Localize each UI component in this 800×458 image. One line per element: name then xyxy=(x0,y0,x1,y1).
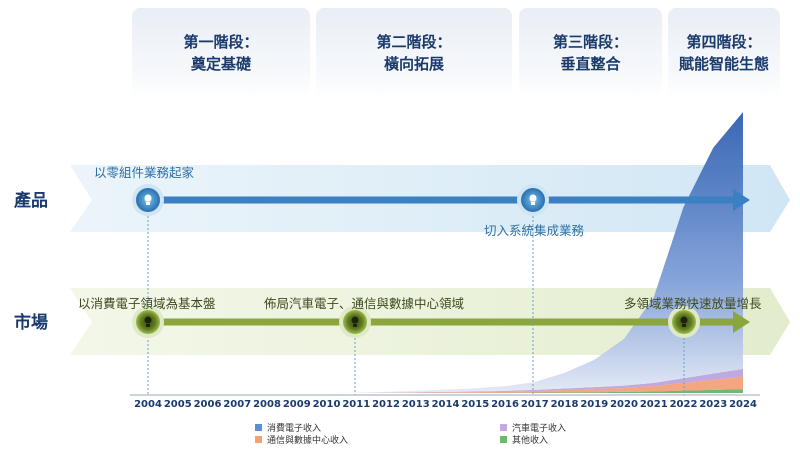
row-label-product: 產品 xyxy=(14,191,48,211)
stage-2-title: 第二階段： xyxy=(376,33,452,51)
area-series-3 xyxy=(148,112,743,393)
market-arrowhead xyxy=(733,311,750,333)
legend-swatch-auto xyxy=(500,424,507,431)
annotation-market-2011: 佈局汽車電子、通信與數據中心領域 xyxy=(264,296,465,311)
product-arrowhead xyxy=(733,189,750,211)
x-tick-label-2011: 2011 xyxy=(342,399,371,410)
revenue-area-chart xyxy=(148,112,743,393)
lightbulb-icon xyxy=(339,306,371,338)
x-tick-label-2017: 2017 xyxy=(520,399,549,410)
legend-label-consumer: 消費電子收入 xyxy=(267,424,322,434)
x-tick-label-2020: 2020 xyxy=(610,399,638,410)
legend-swatch-telecom xyxy=(255,436,262,443)
stage-3-title: 第三階段： xyxy=(552,33,628,51)
lightbulb-icon xyxy=(517,184,549,216)
legend-item-consumer: 消費電子收入 xyxy=(255,421,321,434)
x-tick-label-2008: 2008 xyxy=(253,399,281,410)
stage-4-header: 第四階段： 賦能智能生態 xyxy=(668,8,780,98)
legend-label-other: 其他收入 xyxy=(512,436,549,446)
stage-1-subtitle: 奠定基礎 xyxy=(190,55,251,73)
x-tick-label-2010: 2010 xyxy=(312,399,341,410)
stage-2-header: 第二階段： 橫向拓展 xyxy=(316,8,512,98)
x-tick-label-2009: 2009 xyxy=(282,399,311,410)
stage-4-title: 第四階段： xyxy=(686,33,762,51)
legend-item-other: 其他收入 xyxy=(500,433,548,446)
stage-3-subtitle: 垂直整合 xyxy=(560,55,621,73)
x-tick-label-2006: 2006 xyxy=(193,399,222,410)
x-tick-label-2019: 2019 xyxy=(580,399,609,410)
annotation-product-2004: 以零組件業務起家 xyxy=(94,165,195,180)
x-tick-label-2018: 2018 xyxy=(550,399,579,410)
annotation-market-2022: 多領域業務快速放量增長 xyxy=(624,296,762,311)
lightbulb-icon xyxy=(668,306,700,338)
stage-4-subtitle: 賦能智能生態 xyxy=(678,55,769,73)
annotation-market-2004: 以消費電子領域為基本盤 xyxy=(78,296,216,311)
x-tick-label-2013: 2013 xyxy=(401,399,430,410)
x-tick-label-2012: 2012 xyxy=(372,399,400,410)
row-label-market: 市場 xyxy=(14,313,48,333)
area-series-0 xyxy=(148,389,743,393)
x-tick-label-2016: 2016 xyxy=(491,399,519,410)
legend-swatch-consumer xyxy=(255,424,262,431)
stage-1-header: 第一階段： 奠定基礎 xyxy=(132,8,310,98)
x-tick-label-2014: 2014 xyxy=(431,399,460,410)
legend-swatch-other xyxy=(500,436,507,443)
lightbulb-icon xyxy=(132,184,164,216)
legend-item-auto: 汽車電子收入 xyxy=(500,421,566,434)
stage-3-header: 第三階段： 垂直整合 xyxy=(519,8,662,98)
x-tick-label-2015: 2015 xyxy=(461,399,490,410)
stage-2-subtitle: 橫向拓展 xyxy=(383,55,444,73)
x-tick-label-2023: 2023 xyxy=(699,399,728,410)
legend-label-telecom: 通信與數據中心收入 xyxy=(267,436,349,446)
legend-item-telecom: 通信與數據中心收入 xyxy=(255,433,348,446)
annotation-product-2017: 切入系統集成業務 xyxy=(484,223,585,238)
x-tick-label-2004: 2004 xyxy=(134,399,162,410)
x-tick-label-2024: 2024 xyxy=(729,399,757,410)
x-tick-label-2007: 2007 xyxy=(223,399,252,410)
lightbulb-icon xyxy=(132,306,164,338)
x-tick-label-2005: 2005 xyxy=(163,399,192,410)
stage-1-title: 第一階段： xyxy=(183,33,259,51)
x-tick-label-2022: 2022 xyxy=(669,399,698,410)
legend-label-auto: 汽車電子收入 xyxy=(512,424,567,434)
x-tick-label-2021: 2021 xyxy=(639,399,668,410)
